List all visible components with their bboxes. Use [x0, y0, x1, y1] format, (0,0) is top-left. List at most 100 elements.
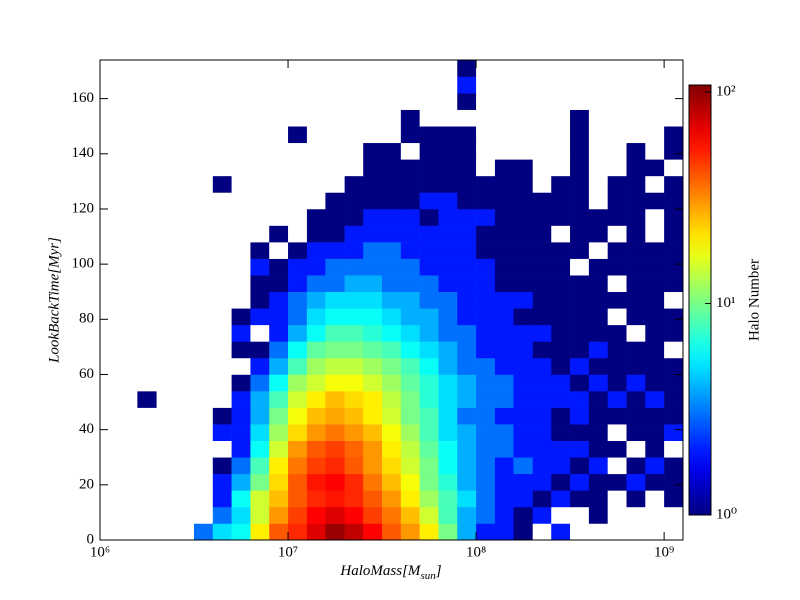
heatmap-cell — [212, 374, 232, 392]
heatmap-cell — [494, 291, 514, 309]
heatmap-cell — [100, 275, 120, 293]
heatmap-cell — [645, 440, 665, 458]
heatmap-cell — [438, 357, 458, 375]
heatmap-cell — [344, 126, 364, 144]
heatmap-cell — [664, 391, 684, 408]
y-axis-label: LookBackTime[Myr] — [46, 237, 62, 364]
heatmap-cell — [212, 93, 232, 110]
heatmap-cell — [494, 109, 514, 127]
heatmap-cell — [607, 242, 627, 259]
heatmap-cell — [231, 208, 251, 226]
heatmap-cell — [231, 391, 251, 408]
heatmap-cell — [382, 523, 402, 541]
heatmap-cell — [100, 142, 120, 160]
heatmap-cell — [156, 506, 176, 524]
heatmap-cell — [664, 60, 684, 77]
heatmap-cell — [175, 374, 195, 392]
heatmap-cell — [306, 208, 326, 226]
heatmap-cell — [175, 258, 195, 276]
heatmap-cell — [212, 208, 232, 226]
heatmap-cell — [438, 192, 458, 210]
heatmap-cell — [325, 391, 345, 408]
heatmap-cell — [513, 76, 533, 94]
y-tick-label: 0 — [87, 531, 95, 547]
heatmap-cell — [607, 357, 627, 375]
heatmap-cell — [325, 242, 345, 259]
heatmap-cell — [175, 391, 195, 408]
heatmap-cell — [118, 275, 138, 293]
x-tick-label: 10⁹ — [654, 544, 674, 560]
heatmap-cell — [175, 473, 195, 491]
heatmap-cell — [137, 208, 157, 226]
heatmap-cell — [288, 473, 308, 491]
heatmap-cell — [344, 76, 364, 94]
heatmap-cell — [419, 391, 439, 408]
heatmap-cell — [494, 225, 514, 243]
heatmap-cell — [118, 291, 138, 309]
heatmap-cell — [570, 308, 590, 326]
heatmap-cell — [156, 60, 176, 77]
heatmap-cell — [476, 76, 496, 94]
heatmap-cell — [100, 76, 120, 94]
heatmap-cell — [626, 291, 646, 309]
heatmap-cell — [363, 374, 383, 392]
heatmap-cell — [664, 275, 684, 293]
heatmap-cell — [664, 109, 684, 127]
heatmap-cell — [193, 506, 214, 524]
heatmap-cell — [325, 473, 345, 491]
heatmap-cell — [494, 258, 514, 276]
heatmap-cell — [438, 523, 458, 541]
x-tick-label: 10⁷ — [278, 544, 298, 560]
heatmap-cell — [288, 440, 308, 458]
heatmap-cell — [400, 225, 420, 243]
heatmap-cell — [588, 341, 608, 359]
heatmap-cell — [156, 407, 176, 425]
y-tick-label: 40 — [79, 421, 94, 437]
heatmap-cell — [513, 159, 533, 177]
heatmap-cell — [607, 60, 627, 77]
heatmap-cell — [400, 440, 420, 458]
heatmap-cell — [400, 374, 420, 392]
heatmap-cell — [438, 473, 458, 491]
heatmap-cell — [100, 324, 120, 342]
heatmap-cell — [645, 60, 665, 77]
heatmap-cell — [269, 225, 289, 243]
heatmap-cell — [325, 93, 345, 110]
heatmap-cell — [363, 341, 383, 359]
heatmap-cell — [231, 258, 251, 276]
heatmap-cell — [400, 192, 420, 210]
heatmap-cell — [175, 523, 195, 541]
heatmap-cell — [231, 440, 251, 458]
heatmap-cell — [306, 159, 326, 177]
heatmap-cell — [344, 324, 364, 342]
heatmap-cell — [626, 374, 646, 392]
y-tick-label: 100 — [72, 256, 95, 272]
heatmap-cell — [438, 291, 458, 309]
heatmap-cell — [363, 275, 383, 293]
heatmap-cell — [588, 357, 608, 375]
heatmap-cell — [193, 308, 214, 326]
heatmap-cell — [231, 457, 251, 475]
heatmap-cell — [607, 208, 627, 226]
heatmap-cell — [419, 192, 439, 210]
heatmap-cell — [344, 341, 364, 359]
heatmap-cell — [382, 192, 402, 210]
heatmap-cell — [100, 357, 120, 375]
heatmap-cell — [193, 258, 214, 276]
heatmap-cell — [513, 126, 533, 144]
heatmap-cell — [400, 60, 420, 77]
heatmap-cell — [382, 324, 402, 342]
heatmap-cell — [212, 126, 232, 144]
heatmap-cell — [645, 424, 665, 441]
heatmap-cell — [250, 374, 270, 392]
heatmap-cell — [363, 324, 383, 342]
heatmap-cell — [269, 407, 289, 425]
heatmap-cell — [607, 473, 627, 491]
heatmap-cell — [532, 126, 552, 144]
heatmap-cell — [532, 208, 552, 226]
heatmap-cell — [570, 192, 590, 210]
heatmap-cell — [513, 407, 533, 425]
heatmap-cell — [551, 473, 571, 491]
heatmap-cell — [626, 308, 646, 326]
heatmap-cell — [250, 159, 270, 177]
